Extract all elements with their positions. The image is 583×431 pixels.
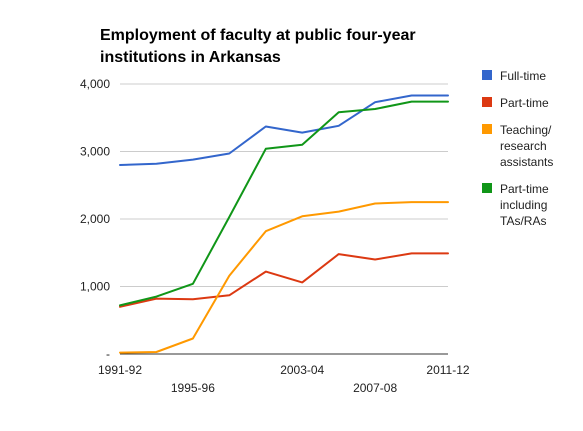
y-tick-label: - [106,347,110,361]
legend-label: Full-time [500,69,546,83]
x-tick-label: 1995-96 [171,381,215,395]
y-axis-tick-labels: - 1,000 2,000 3,000 4,000 [80,77,110,361]
legend: Full-time Part-time Teaching/research assis… [482,69,553,228]
x-tick-label: 1991-92 [98,363,142,377]
legend-label: Part-time [500,96,549,110]
legend-label: Part-time [500,182,549,196]
legend-label: assistants [500,155,553,169]
legend-label: Teaching/ [500,123,552,137]
series-line [119,100,449,307]
x-tick-label: 2011-12 [426,363,469,377]
series-line [119,94,449,166]
legend-swatch [482,183,492,193]
chart-title-line-1: Employment of faculty at public four-yea… [100,27,416,44]
series-line [119,201,449,354]
x-tick-label: 2003-04 [280,363,324,377]
y-tick-label: 2,000 [80,212,110,226]
x-tick-label: 2007-08 [353,381,397,395]
legend-label: research [500,139,547,153]
legend-label: including [500,198,547,212]
series-lines [119,94,449,354]
y-tick-label: 3,000 [80,145,110,159]
legend-label: TAs/RAs [500,214,546,228]
x-axis-tick-labels: 1991-92 1995-96 2003-04 2007-08 2011-12 [98,363,470,395]
gridlines [120,83,448,355]
series-line [119,252,449,308]
y-tick-label: 1,000 [80,280,110,294]
y-tick-label: 4,000 [80,77,110,91]
legend-swatch [482,70,492,80]
legend-swatch [482,97,492,107]
chart-title-line-2: institutions in Arkansas [100,49,281,66]
legend-swatch [482,124,492,134]
